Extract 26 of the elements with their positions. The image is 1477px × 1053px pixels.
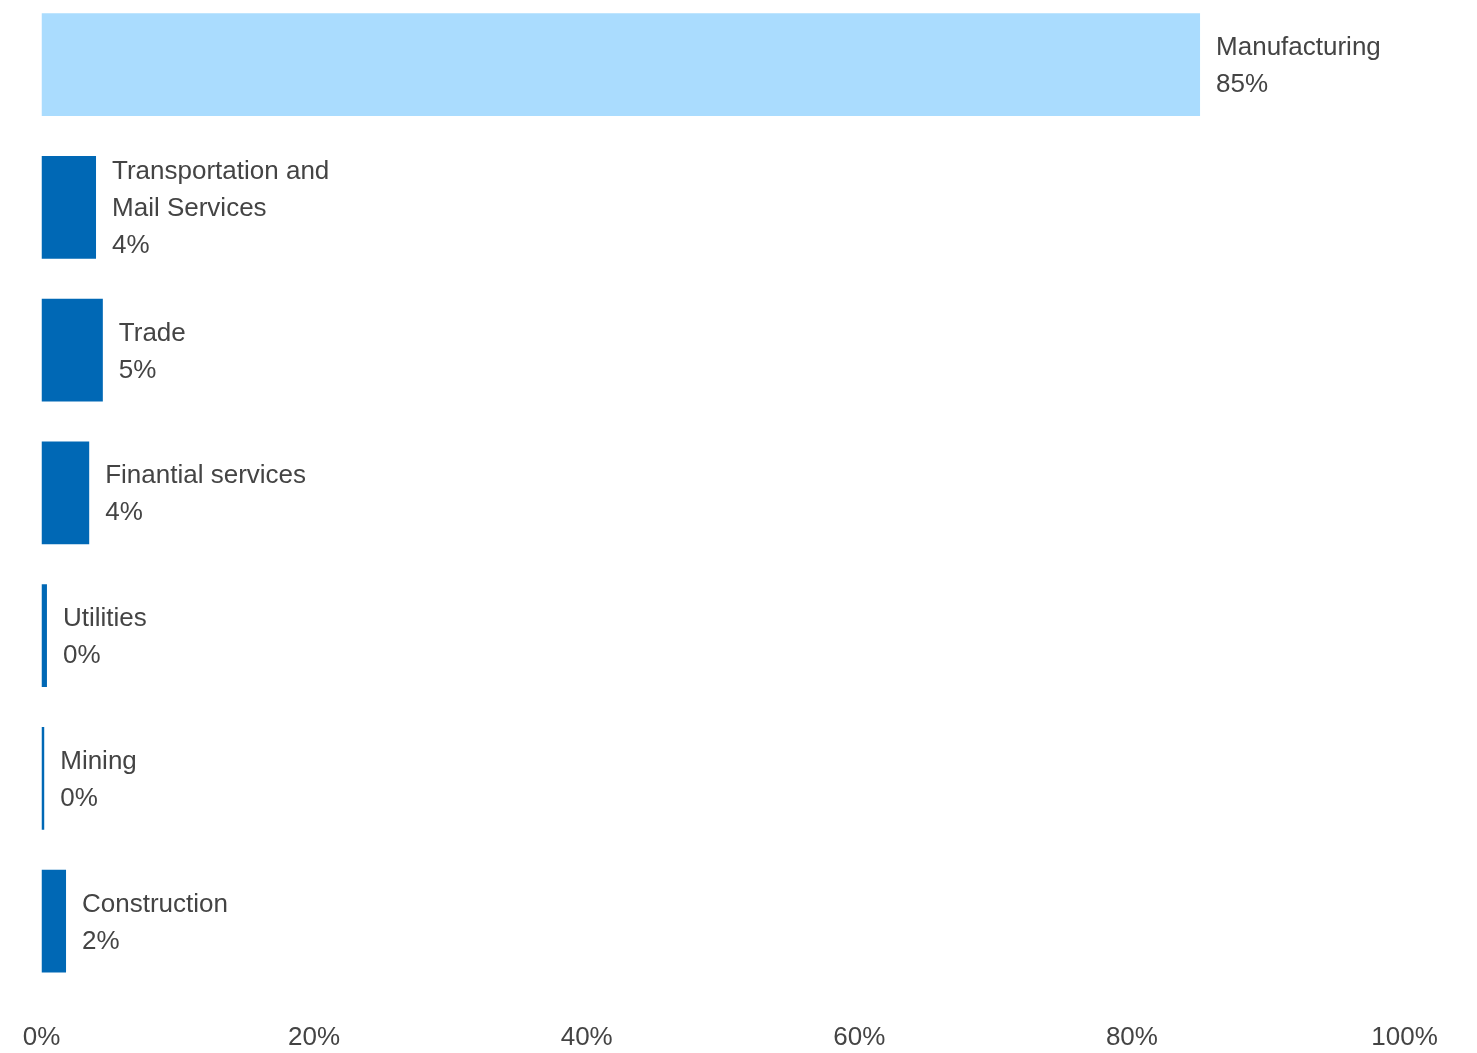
bar — [41, 156, 97, 259]
x-tick-label: 80% — [1105, 1020, 1158, 1051]
x-tick-label: 40% — [560, 1020, 613, 1051]
y-tick-label: Utilities — [62, 602, 147, 633]
y-tick-label: Trade — [118, 316, 186, 347]
x-tick-label: 100% — [1371, 1020, 1438, 1051]
data-label: 4% — [105, 496, 143, 527]
bar — [41, 298, 103, 402]
x-tick-label: 60% — [833, 1020, 886, 1051]
bar — [41, 13, 1201, 117]
bar — [41, 441, 90, 545]
data-label: 85% — [1216, 68, 1269, 99]
y-tick-label: Mining — [60, 744, 137, 775]
data-label: 0% — [60, 781, 98, 812]
x-tick-label: 20% — [288, 1020, 341, 1051]
bar — [41, 869, 67, 973]
x-tick-label: 0% — [22, 1020, 61, 1051]
y-tick-label: Manufacturing — [1216, 31, 1381, 62]
y-tick-label: Construction — [82, 887, 228, 918]
data-label: 4% — [112, 229, 150, 260]
data-label: 5% — [118, 353, 157, 384]
y-tick-label: Finantial services — [105, 459, 307, 490]
bar — [41, 584, 47, 688]
data-label: 0% — [62, 639, 101, 670]
y-tick-label: Transportation and Mail Services — [112, 155, 330, 223]
data-label: 2% — [82, 924, 120, 955]
